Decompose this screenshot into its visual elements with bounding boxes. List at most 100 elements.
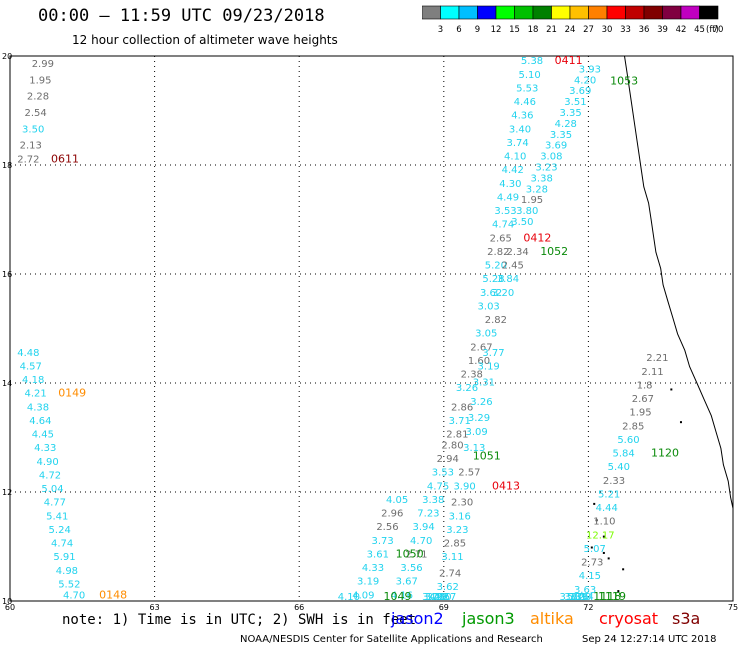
longitude-tick-label: 72 bbox=[583, 603, 593, 610]
wave-height-label: 3.19 bbox=[478, 361, 500, 372]
wave-height-label: 4.33 bbox=[34, 443, 56, 454]
wave-height-label: 3.73 bbox=[422, 592, 444, 603]
island-marker bbox=[602, 535, 605, 538]
coastline bbox=[624, 55, 734, 509]
map-frame bbox=[9, 55, 734, 602]
mission-s3a: s3a bbox=[672, 609, 701, 628]
colorbar-tick-label: 33 bbox=[620, 25, 631, 35]
colorbar-tick-label: 27 bbox=[583, 25, 594, 35]
wave-height-label: 4.72 bbox=[39, 470, 61, 481]
colorbar-tick-label: 21 bbox=[546, 25, 557, 35]
wave-height-label: 3.84 bbox=[497, 274, 519, 285]
wave-height-label: 3.20 bbox=[569, 592, 591, 603]
latitude-tick-label: 12 bbox=[2, 488, 12, 497]
wave-height-label: 3.80 bbox=[516, 206, 538, 217]
wave-height-label: 5.60 bbox=[617, 435, 639, 446]
longitude-tick-label: 69 bbox=[439, 603, 449, 610]
island-marker bbox=[607, 557, 610, 560]
wave-height-label: 1.8 bbox=[637, 380, 653, 391]
wave-height-label: 3.61 bbox=[367, 549, 389, 560]
wave-height-label: 4.90 bbox=[37, 457, 59, 468]
colorbar-tick-label: 18 bbox=[528, 25, 539, 35]
wave-height-label: 3.67 bbox=[396, 577, 418, 588]
wave-height-label: 2.33 bbox=[603, 476, 625, 487]
island-marker bbox=[593, 502, 596, 505]
wave-height-label: 2.71 bbox=[405, 549, 427, 560]
wave-height-label: 4.98 bbox=[56, 566, 78, 577]
wave-height-label: 2.65 bbox=[490, 233, 512, 244]
map-title: 00:00 – 11:59 UTC 09/23/2018 bbox=[38, 6, 325, 26]
wave-height-label: 5.84 bbox=[613, 449, 635, 460]
wave-height-label: 4.42 bbox=[502, 165, 524, 176]
wave-height-colorbar: 3 6 9 12 15 18 21 24 27 30 33 36 39 42 45 70(ft) bbox=[422, 5, 723, 35]
longitude-tick-label: 63 bbox=[150, 603, 160, 610]
island-marker bbox=[679, 421, 682, 424]
wave-height-label: 5.40 bbox=[608, 462, 630, 473]
footer-credit: NOAA/NESDIS Center for Satellite Applica… bbox=[240, 634, 543, 645]
wave-height-label: 3.74 bbox=[506, 138, 528, 149]
wave-height-label: 5.24 bbox=[49, 525, 71, 536]
longitude-tick-label: 66 bbox=[294, 603, 304, 610]
latitude-tick-label: 18 bbox=[2, 161, 12, 170]
wave-height-label: 5.07 bbox=[584, 544, 606, 555]
wave-height-label: 3.28 bbox=[526, 184, 548, 195]
mission-jason3: jason3 bbox=[462, 609, 515, 628]
wave-height-label: 4.74 bbox=[492, 220, 514, 231]
pass-time-label: 0148 bbox=[99, 588, 127, 601]
wave-height-label: 3.20 bbox=[492, 288, 514, 299]
wave-height-label: 2.34 bbox=[506, 247, 528, 258]
island-marker bbox=[595, 519, 598, 522]
wave-height-label: 3.92 bbox=[427, 592, 449, 603]
wave-height-label: 3.50 bbox=[22, 124, 44, 135]
wave-height-label: 3.53 bbox=[432, 468, 454, 479]
wave-height-label: 4.77 bbox=[44, 498, 66, 509]
pass-time-label: 1051 bbox=[473, 449, 501, 462]
wave-height-label: 3.29 bbox=[425, 592, 447, 603]
wave-height-label: 4.57 bbox=[20, 361, 42, 372]
wave-height-label: 2.81 bbox=[446, 430, 468, 441]
colorbar-tick-label: 3 bbox=[438, 25, 443, 35]
wave-height-label: 3.56 bbox=[400, 563, 422, 574]
wave-height-label: 2.28 bbox=[27, 92, 49, 103]
colorbar-tick-label: 45 bbox=[694, 25, 705, 35]
wave-height-label: 3.53 bbox=[494, 206, 516, 217]
wave-height-label: 2.80 bbox=[441, 440, 463, 451]
island-marker bbox=[617, 590, 620, 593]
wave-height-label: 2.67 bbox=[470, 342, 492, 353]
pass-time-label: 1050 bbox=[396, 547, 424, 560]
wave-height-label: 3.29 bbox=[468, 413, 490, 424]
wave-height-label: 4.20 bbox=[574, 75, 596, 86]
wave-height-label: 4.28 bbox=[555, 119, 577, 130]
pass-time-label: 0149 bbox=[58, 387, 86, 400]
wave-height-label: 2.82 bbox=[485, 315, 507, 326]
wave-height-label: 4.16 bbox=[391, 590, 413, 601]
pass-time-label: 0412 bbox=[523, 231, 551, 244]
wave-height-label: 5.38 bbox=[521, 56, 543, 67]
wave-height-label: 2.21 bbox=[646, 353, 668, 364]
colorbar-tick-label: 30 bbox=[602, 25, 613, 35]
wave-height-label: 5.21 bbox=[598, 489, 620, 500]
latitude-tick-label: 16 bbox=[2, 270, 12, 279]
altimeter-map: 60 63 66 69 72 75 10 12 14 16 18 20 2.99 1.95 2.28 2.54… bbox=[2, 52, 738, 610]
colorbar-tick-label: 9 bbox=[475, 25, 480, 35]
wave-height-label: 3.94 bbox=[572, 592, 594, 603]
wave-height-label: 2.82 bbox=[487, 247, 509, 258]
wave-height-label: 2.74 bbox=[439, 568, 461, 579]
pass-time-label: 1119 bbox=[598, 590, 626, 603]
colorbar-tick-label: 12 bbox=[491, 25, 502, 35]
wave-height-label: 4.70 bbox=[410, 536, 432, 547]
wave-height-label: 4.10 bbox=[504, 152, 526, 163]
wave-height-label: 12.17 bbox=[586, 530, 615, 541]
wave-height-label: 3.38 bbox=[422, 495, 444, 506]
wave-height-label: 2.94 bbox=[437, 454, 459, 465]
wave-height-label: 4.74 bbox=[51, 539, 73, 550]
wave-height-label: 3.81 bbox=[564, 592, 586, 603]
longitude-tick-label: 75 bbox=[728, 603, 738, 610]
wave-height-label: 3.23 bbox=[446, 525, 468, 536]
wave-height-label: 4.38 bbox=[27, 402, 49, 413]
wave-height-label: 3.71 bbox=[449, 416, 471, 427]
wave-height-label: 3.50 bbox=[511, 217, 533, 228]
wave-height-label: 2.30 bbox=[451, 498, 473, 509]
wave-height-label: 1.95 bbox=[29, 75, 51, 86]
wave-height-label: 1.95 bbox=[629, 408, 651, 419]
